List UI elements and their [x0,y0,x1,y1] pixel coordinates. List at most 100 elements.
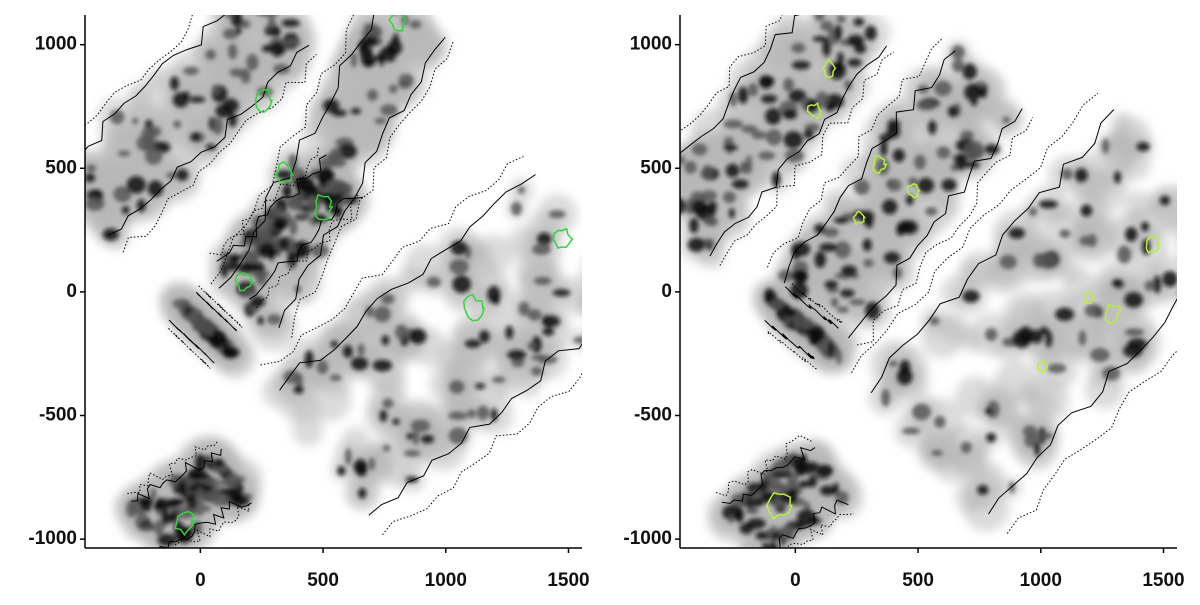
haze-blob [579,295,582,312]
blob [261,44,274,53]
blob [247,253,259,262]
blob [188,485,198,493]
blob [364,59,373,68]
blob [168,473,180,488]
blob [827,341,835,358]
blob [126,176,146,194]
blob [226,254,243,261]
blob [952,59,965,73]
blob [886,126,901,139]
blob [836,52,844,66]
blob [701,190,717,202]
blob [931,450,943,457]
blob [854,43,867,54]
haze-blob [1062,268,1099,306]
blob [350,52,357,68]
blob [491,376,506,384]
y-tick-label: -500 [634,405,672,426]
blob [188,96,206,103]
blob [819,485,836,496]
haze-blob [649,181,672,204]
blob [783,308,797,318]
blob [240,287,258,296]
blob [833,217,849,224]
blob [1186,263,1200,278]
contour [787,513,854,548]
blob [1038,199,1058,209]
blob [293,385,304,394]
blob [1117,245,1132,264]
blob [140,498,148,511]
y-tick-label: 500 [640,157,672,178]
haze-blob [517,262,563,308]
contour [721,446,816,504]
blob [374,117,387,125]
blob [999,254,1017,270]
blob [1059,229,1071,239]
haze-blob [128,81,154,107]
blob [836,306,849,314]
blob [962,63,977,80]
blob [131,118,139,125]
blob [337,143,357,159]
blob [395,324,408,340]
haze-blob [579,291,582,310]
blob [169,76,180,91]
blob [745,507,760,515]
blob [965,161,980,169]
blob [342,345,354,358]
blob [172,92,189,108]
blob [917,177,935,194]
blob [899,359,911,376]
blob [288,153,298,171]
blob [892,148,905,163]
blob [412,430,420,446]
green-contour [1104,303,1122,325]
contour [783,50,956,284]
blob [154,519,164,537]
image-panel [85,0,641,548]
blob [863,259,874,268]
blob [1102,366,1121,381]
blob [791,269,809,283]
blob [452,275,472,294]
blob [350,356,369,371]
blob [307,180,314,197]
blob [257,316,264,325]
blob [954,153,968,171]
blob [806,98,819,113]
green-contour [174,510,196,536]
blob [1022,425,1038,438]
blob [748,83,759,97]
blob [751,498,765,507]
blob [464,339,481,349]
blob [85,196,105,211]
blob [886,178,894,189]
contour [195,291,237,332]
blob [1060,168,1073,180]
blob [304,350,314,368]
blob [239,0,259,2]
blob [210,493,230,507]
blob [331,109,347,117]
blob [1074,168,1088,183]
blob [260,15,263,16]
blob [814,223,826,234]
blob [1162,270,1177,288]
blob [985,407,993,415]
contour [680,15,801,159]
blob [507,349,527,360]
blob [1178,289,1193,298]
green-contour [852,210,867,226]
blob [960,441,972,454]
green-contour [313,193,334,221]
haze-blob [1195,198,1200,242]
blob [1140,221,1150,232]
blob [398,73,414,87]
blob [901,427,921,435]
blob [834,241,851,259]
blob [212,117,224,135]
blob [205,49,216,60]
blob [387,39,403,56]
haze-blob [594,283,641,330]
